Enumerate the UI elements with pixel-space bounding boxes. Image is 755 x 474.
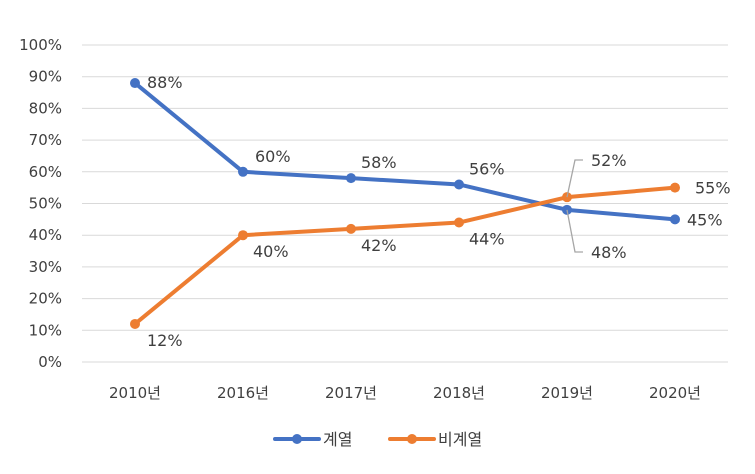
data-point — [238, 230, 248, 241]
gridlines — [82, 44, 728, 363]
data-label: 88% — [147, 73, 183, 92]
y-tick-label: 100% — [19, 36, 62, 54]
leader-line — [566, 209, 583, 253]
x-tick-label: 2020년 — [649, 384, 701, 402]
x-tick-label: 2017년 — [325, 384, 377, 402]
data-label: 40% — [253, 242, 289, 261]
data-label: 52% — [591, 151, 627, 170]
y-tick-label: 20% — [29, 290, 62, 308]
data-point — [346, 173, 356, 184]
y-tick-label: 60% — [29, 163, 62, 181]
data-point — [670, 182, 680, 193]
data-label: 42% — [361, 236, 397, 255]
series-line-1 — [133, 185, 676, 326]
data-label: 12% — [147, 331, 183, 350]
y-tick-label: 10% — [29, 321, 62, 339]
legend-label: 계열 — [323, 430, 352, 449]
legend: 계열 비계열 — [273, 430, 482, 449]
legend-marker-icon — [407, 434, 417, 444]
data-point — [130, 78, 140, 89]
x-axis: 2010년 2016년 2017년 2018년 2019년 2020년 — [109, 384, 701, 402]
x-tick-label: 2016년 — [217, 384, 269, 402]
leader-line — [566, 159, 583, 198]
legend-label: 비계열 — [438, 430, 482, 449]
data-point — [454, 217, 464, 228]
data-label: 55% — [695, 179, 731, 198]
y-tick-label: 40% — [29, 226, 62, 244]
data-point — [238, 166, 248, 177]
y-tick-label: 50% — [29, 195, 62, 213]
data-label: 45% — [687, 210, 723, 229]
data-label: 44% — [469, 230, 505, 249]
x-tick-label: 2010년 — [109, 384, 161, 402]
data-point — [130, 318, 140, 329]
y-tick-label: 80% — [29, 99, 62, 117]
y-tick-label: 30% — [29, 258, 62, 276]
data-label: 58% — [361, 153, 397, 172]
data-label: 56% — [469, 159, 505, 178]
y-axis: 0% 10% 20% 30% 40% 50% 60% 70% 80% 90% 100% — [19, 36, 62, 371]
data-label: 60% — [255, 147, 291, 166]
data-label: 48% — [591, 243, 627, 262]
y-tick-label: 90% — [29, 68, 62, 86]
x-tick-label: 2019년 — [541, 384, 593, 402]
series-line-0 — [133, 81, 676, 222]
data-point — [346, 223, 356, 234]
y-tick-label: 0% — [38, 353, 62, 371]
y-tick-label: 70% — [29, 131, 62, 149]
data-point — [670, 214, 680, 225]
legend-marker-icon — [292, 434, 302, 444]
x-tick-label: 2018년 — [433, 384, 485, 402]
series-group: 88% 60% 58% 56% 48% 45% 12% 40% 42% 44% 52% 55% — [130, 73, 731, 350]
data-point — [454, 179, 464, 190]
